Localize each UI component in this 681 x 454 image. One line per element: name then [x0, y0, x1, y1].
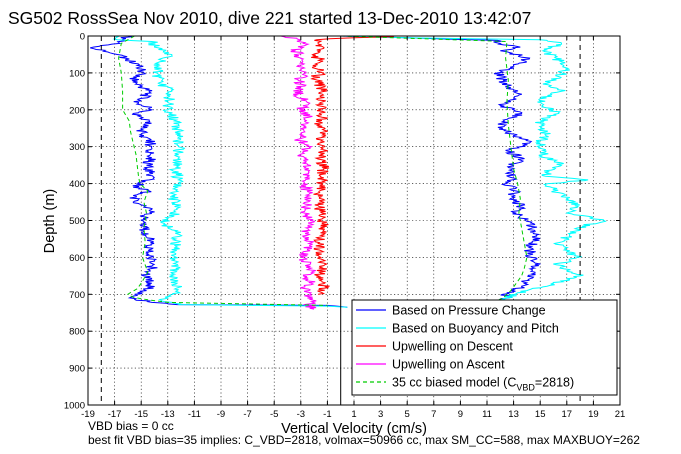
x-tick-label: -3: [297, 409, 305, 420]
y-tick-label: 0: [80, 32, 85, 43]
x-tick-label: -17: [108, 409, 122, 420]
legend-label-upwelling-on-ascent: Upwelling on Ascent: [392, 358, 505, 372]
series-upwelling-on-ascent: [280, 36, 317, 310]
legend-box: [351, 299, 618, 396]
x-tick-label: 11: [482, 409, 492, 420]
x-tick-label: -11: [188, 409, 201, 420]
x-tick-label: 15: [535, 409, 546, 420]
series-upwelling-on-descent: [310, 36, 394, 295]
legend-label-35-cc-biased-model-c-vbd-2818: 35 cc biased model (CVBD=2818): [392, 376, 574, 393]
x-tick-label: -15: [134, 409, 148, 420]
y-tick-label: 100: [69, 68, 85, 79]
x-tick-label: -9: [217, 409, 225, 420]
x-tick-label: 5: [405, 409, 410, 420]
series-based-on-buoyancy-and-pitch: [340, 36, 607, 306]
series-based-on-buoyancy-and-pitch: [112, 36, 348, 308]
series-group: [90, 36, 607, 310]
legend: Based on Pressure Change Based on Buoyanc…: [351, 299, 618, 396]
series-35-cc-biased-model-c-vbd-2818: [118, 36, 328, 306]
legend-label-based-on-pressure-change: Based on Pressure Change: [392, 304, 546, 318]
x-tick-label: 9: [458, 409, 463, 420]
x-tick-label: 21: [615, 409, 626, 420]
legend-label-upwelling-on-descent: Upwelling on Descent: [392, 340, 513, 354]
y-tick-label: 200: [69, 105, 85, 116]
x-tick-label: 7: [431, 409, 436, 420]
x-tick-label: -5: [270, 409, 278, 420]
x-tick-label: -1: [323, 409, 331, 420]
series-based-on-pressure-change: [90, 36, 348, 308]
chart-title: SG502 RossSea Nov 2010, dive 221 started…: [8, 8, 531, 28]
x-tick-label: -7: [243, 409, 251, 420]
y-tick-label: 1000: [64, 401, 85, 412]
y-tick-label: 600: [69, 253, 85, 264]
x-tick-label: 17: [562, 409, 573, 420]
x-axis-ticks: -19 -17 -15 -13 -11 -9 -7 -5 -3 -1 1 3 5 7 9 11 13 15 17 19…: [81, 36, 625, 420]
x-tick-label: 3: [378, 409, 383, 420]
y-axis-label: Depth (m): [42, 189, 58, 253]
x-axis-label: Vertical Velocity (cm/s): [281, 421, 427, 437]
series-35-cc-biased-model-c-vbd-2818: [340, 36, 528, 303]
x-tick-label: -19: [81, 409, 95, 420]
y-axis-ticks: 0 100 200 300 400 500 600 700 800 900 1000: [64, 32, 620, 412]
legend-label-based-on-buoyancy-and-pitch: Based on Buoyancy and Pitch: [392, 322, 559, 336]
y-tick-label: 300: [69, 142, 85, 153]
y-tick-label: 800: [69, 327, 85, 338]
y-tick-label: 700: [69, 290, 85, 301]
y-tick-label: 500: [69, 216, 85, 227]
y-tick-label: 400: [69, 179, 85, 190]
x-tick-label: 1: [351, 409, 356, 420]
x-tick-label: 13: [508, 409, 519, 420]
footer-line-1: VBD bias = 0 cc: [88, 419, 174, 433]
x-tick-label: -13: [161, 409, 175, 420]
x-tick-label: 19: [588, 409, 599, 420]
y-tick-label: 900: [69, 364, 85, 375]
series-based-on-pressure-change: [340, 36, 541, 303]
footer-line-2: best fit VBD bias=35 implies: C_VBD=2818…: [88, 433, 640, 447]
